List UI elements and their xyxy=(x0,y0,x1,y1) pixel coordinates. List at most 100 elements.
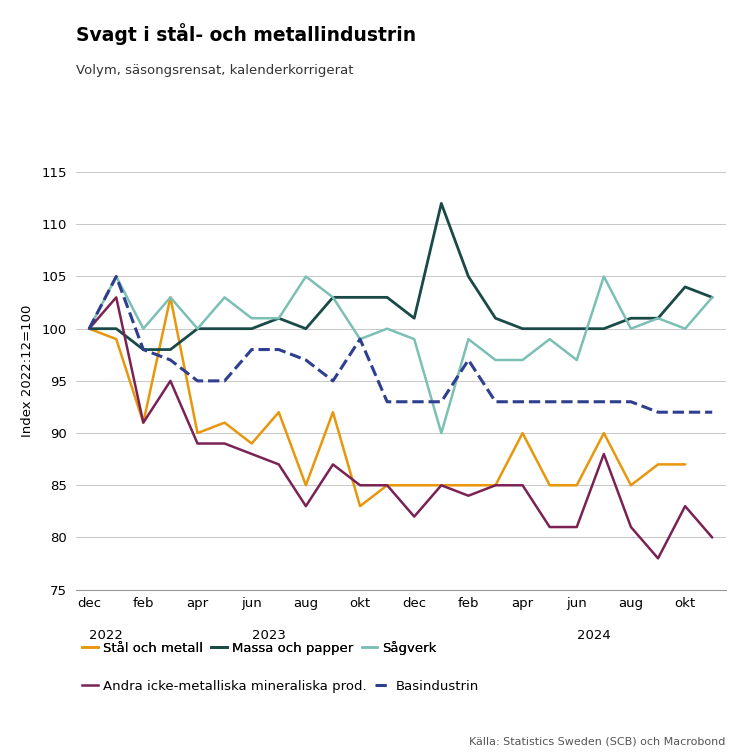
Stål och metall xyxy=(112,335,121,344)
Sågverk xyxy=(247,314,256,323)
Andra icke-metalliska mineraliska prod. xyxy=(464,491,473,500)
Sågverk xyxy=(680,324,689,333)
Andra icke-metalliska mineraliska prod. xyxy=(680,502,689,511)
Stål och metall xyxy=(328,407,337,417)
Sågverk xyxy=(274,314,284,323)
Sågverk xyxy=(437,429,446,438)
Sågverk xyxy=(328,293,337,302)
Stål och metall xyxy=(220,418,229,427)
Sågverk xyxy=(383,324,392,333)
Andra icke-metalliska mineraliska prod. xyxy=(85,324,94,333)
Stål och metall xyxy=(139,418,148,427)
Stål och metall xyxy=(166,293,175,302)
Andra icke-metalliska mineraliska prod. xyxy=(518,481,527,490)
Massa och papper xyxy=(166,345,175,354)
Andra icke-metalliska mineraliska prod. xyxy=(355,481,364,490)
Basindustrin xyxy=(220,376,229,386)
Stål och metall xyxy=(572,481,581,490)
Sågverk xyxy=(112,272,121,281)
Andra icke-metalliska mineraliska prod. xyxy=(247,449,256,458)
Massa och papper xyxy=(627,314,636,323)
Andra icke-metalliska mineraliska prod. xyxy=(600,449,609,458)
Sågverk xyxy=(355,335,364,344)
Legend: Andra icke-metalliska mineraliska prod., Basindustrin: Andra icke-metalliska mineraliska prod.,… xyxy=(82,680,479,692)
Sågverk xyxy=(85,324,94,333)
Massa och papper xyxy=(112,324,121,333)
Andra icke-metalliska mineraliska prod. xyxy=(627,522,636,531)
Massa och papper xyxy=(355,293,364,302)
Massa och papper xyxy=(410,314,419,323)
Massa och papper xyxy=(247,324,256,333)
Basindustrin xyxy=(274,345,284,354)
Massa och papper xyxy=(383,293,392,302)
Andra icke-metalliska mineraliska prod. xyxy=(383,481,392,490)
Basindustrin xyxy=(193,376,202,386)
Text: 2023: 2023 xyxy=(252,628,286,642)
Stål och metall xyxy=(247,439,256,448)
Text: Källa: Statistics Sweden (SCB) och Macrobond: Källa: Statistics Sweden (SCB) och Macro… xyxy=(469,737,726,747)
Massa och papper xyxy=(193,324,202,333)
Sågverk xyxy=(220,293,229,302)
Andra icke-metalliska mineraliska prod. xyxy=(166,376,175,386)
Y-axis label: Index 2022:12=100: Index 2022:12=100 xyxy=(21,304,34,437)
Andra icke-metalliska mineraliska prod. xyxy=(708,533,717,542)
Basindustrin xyxy=(166,355,175,364)
Sågverk xyxy=(464,335,473,344)
Massa och papper xyxy=(328,293,337,302)
Basindustrin xyxy=(410,397,419,406)
Massa och papper xyxy=(437,199,446,208)
Massa och papper xyxy=(653,314,662,323)
Massa och papper xyxy=(491,314,500,323)
Basindustrin xyxy=(139,345,148,354)
Sågverk xyxy=(572,355,581,364)
Stål och metall xyxy=(627,481,636,490)
Massa och papper xyxy=(518,324,527,333)
Stål och metall xyxy=(600,429,609,438)
Sågverk xyxy=(139,324,148,333)
Line: Andra icke-metalliska mineraliska prod.: Andra icke-metalliska mineraliska prod. xyxy=(89,297,712,559)
Sågverk xyxy=(166,293,175,302)
Stål och metall xyxy=(437,481,446,490)
Andra icke-metalliska mineraliska prod. xyxy=(220,439,229,448)
Andra icke-metalliska mineraliska prod. xyxy=(572,522,581,531)
Basindustrin xyxy=(464,355,473,364)
Line: Basindustrin: Basindustrin xyxy=(89,277,712,412)
Sågverk xyxy=(410,335,419,344)
Massa och papper xyxy=(464,272,473,281)
Basindustrin xyxy=(653,407,662,417)
Sågverk xyxy=(518,355,527,364)
Basindustrin xyxy=(112,272,121,281)
Massa och papper xyxy=(220,324,229,333)
Andra icke-metalliska mineraliska prod. xyxy=(112,293,121,302)
Legend: Stål och metall, Massa och papper, Sågverk: Stål och metall, Massa och papper, Sågve… xyxy=(82,641,437,655)
Stål och metall xyxy=(410,481,419,490)
Massa och papper xyxy=(680,283,689,292)
Andra icke-metalliska mineraliska prod. xyxy=(491,481,500,490)
Text: 2022: 2022 xyxy=(89,628,123,642)
Basindustrin xyxy=(383,397,392,406)
Stål och metall xyxy=(355,502,364,511)
Andra icke-metalliska mineraliska prod. xyxy=(328,460,337,469)
Line: Sågverk: Sågverk xyxy=(89,277,712,433)
Sågverk xyxy=(491,355,500,364)
Text: Svagt i stål- och metallindustrin: Svagt i stål- och metallindustrin xyxy=(76,23,416,45)
Andra icke-metalliska mineraliska prod. xyxy=(193,439,202,448)
Stål och metall xyxy=(302,481,311,490)
Basindustrin xyxy=(572,397,581,406)
Basindustrin xyxy=(600,397,609,406)
Massa och papper xyxy=(274,314,284,323)
Massa och papper xyxy=(545,324,554,333)
Andra icke-metalliska mineraliska prod. xyxy=(274,460,284,469)
Stål och metall xyxy=(383,481,392,490)
Basindustrin xyxy=(328,376,337,386)
Basindustrin xyxy=(247,345,256,354)
Text: Volym, säsongsrensat, kalenderkorrigerat: Volym, säsongsrensat, kalenderkorrigerat xyxy=(76,64,353,77)
Sågverk xyxy=(193,324,202,333)
Basindustrin xyxy=(85,324,94,333)
Andra icke-metalliska mineraliska prod. xyxy=(545,522,554,531)
Andra icke-metalliska mineraliska prod. xyxy=(653,554,662,563)
Sågverk xyxy=(627,324,636,333)
Stål och metall xyxy=(545,481,554,490)
Basindustrin xyxy=(680,407,689,417)
Basindustrin xyxy=(627,397,636,406)
